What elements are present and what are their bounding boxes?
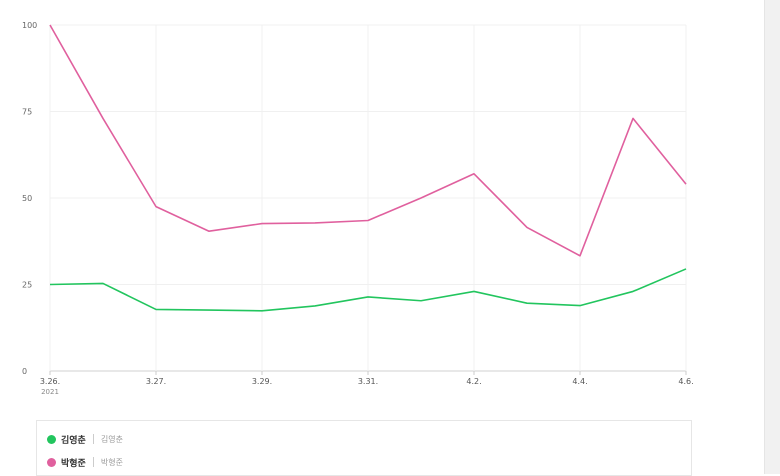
legend-item-series-1[interactable]: 김영춘 김영춘 (47, 431, 123, 447)
x-tick-label: 4.4. (572, 377, 587, 386)
series-line-1 (49, 268, 687, 312)
x-tick-label: 3.26. (40, 377, 60, 386)
y-tick-label: 0 (22, 367, 27, 376)
legend-sublabel: 김영춘 (100, 434, 123, 444)
chart-series (49, 24, 687, 312)
x-axis-ticks: 3.26. 3.27. 3.29. 3.31. 4.2. 4.4. 4.6. 2021 (40, 377, 694, 396)
vertical-scrollbar[interactable] (764, 0, 780, 474)
x-tick-label: 4.6. (678, 377, 693, 386)
legend-item-series-2[interactable]: 박형준 박형준 (47, 454, 123, 470)
legend-label: 김영춘 (61, 435, 86, 446)
line-chart: 0 25 50 75 100 3.26. 3.27. 3.29. 3.31. 4.2. 4.4. 4… (22, 21, 694, 396)
x-tick-label: 3.27. (146, 377, 166, 386)
y-axis-ticks: 0 25 50 75 100 (22, 21, 37, 376)
x-tick-year-label: 2021 (41, 388, 59, 396)
y-tick-label: 50 (22, 194, 32, 203)
chart-legend: 김영춘 김영춘 박형준 박형준 (36, 420, 692, 476)
chart-grid (49, 24, 687, 375)
x-tick-label: 3.31. (358, 377, 378, 386)
series-line-2 (49, 24, 687, 257)
legend-swatch-icon (47, 434, 56, 444)
y-tick-label: 100 (22, 21, 37, 30)
x-tick-label: 4.2. (466, 377, 481, 386)
legend-swatch-icon (47, 457, 56, 467)
legend-sublabel: 박형준 (100, 457, 123, 467)
legend-label: 박형준 (61, 458, 86, 469)
y-tick-label: 25 (22, 281, 32, 290)
legend-divider (92, 457, 94, 467)
x-tick-label: 3.29. (252, 377, 272, 386)
y-tick-label: 75 (22, 108, 32, 117)
legend-divider (92, 434, 94, 444)
